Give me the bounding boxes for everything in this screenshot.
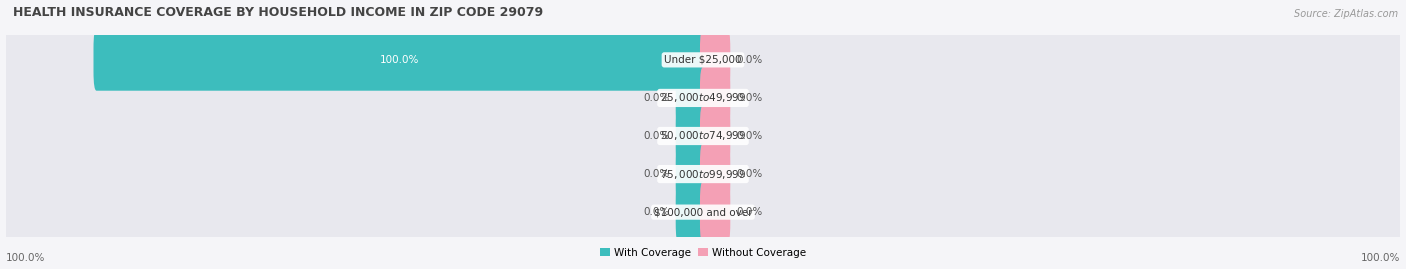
Text: 0.0%: 0.0% [737, 207, 762, 217]
Text: $50,000 to $74,999: $50,000 to $74,999 [659, 129, 747, 143]
FancyBboxPatch shape [700, 105, 730, 167]
FancyBboxPatch shape [700, 67, 730, 129]
Text: 0.0%: 0.0% [644, 169, 669, 179]
Text: $25,000 to $49,999: $25,000 to $49,999 [659, 91, 747, 104]
Text: 100.0%: 100.0% [380, 55, 419, 65]
Text: 0.0%: 0.0% [737, 55, 762, 65]
Text: 100.0%: 100.0% [1361, 253, 1400, 263]
FancyBboxPatch shape [676, 105, 706, 167]
FancyBboxPatch shape [700, 143, 730, 205]
FancyBboxPatch shape [700, 29, 730, 91]
FancyBboxPatch shape [6, 24, 1400, 96]
FancyBboxPatch shape [6, 62, 1400, 134]
Text: $100,000 and over: $100,000 and over [654, 207, 752, 217]
FancyBboxPatch shape [6, 100, 1400, 172]
Text: Under $25,000: Under $25,000 [664, 55, 742, 65]
Text: 0.0%: 0.0% [737, 169, 762, 179]
FancyBboxPatch shape [6, 176, 1400, 248]
FancyBboxPatch shape [700, 181, 730, 243]
Legend: With Coverage, Without Coverage: With Coverage, Without Coverage [596, 244, 810, 262]
FancyBboxPatch shape [93, 29, 706, 91]
Text: 0.0%: 0.0% [644, 93, 669, 103]
FancyBboxPatch shape [6, 138, 1400, 210]
FancyBboxPatch shape [676, 181, 706, 243]
Text: 0.0%: 0.0% [644, 131, 669, 141]
Text: 0.0%: 0.0% [644, 207, 669, 217]
FancyBboxPatch shape [676, 67, 706, 129]
Text: Source: ZipAtlas.com: Source: ZipAtlas.com [1294, 9, 1398, 19]
Text: $75,000 to $99,999: $75,000 to $99,999 [659, 168, 747, 180]
FancyBboxPatch shape [676, 143, 706, 205]
Text: HEALTH INSURANCE COVERAGE BY HOUSEHOLD INCOME IN ZIP CODE 29079: HEALTH INSURANCE COVERAGE BY HOUSEHOLD I… [13, 6, 543, 19]
Text: 100.0%: 100.0% [6, 253, 45, 263]
Text: 0.0%: 0.0% [737, 131, 762, 141]
Text: 0.0%: 0.0% [737, 93, 762, 103]
